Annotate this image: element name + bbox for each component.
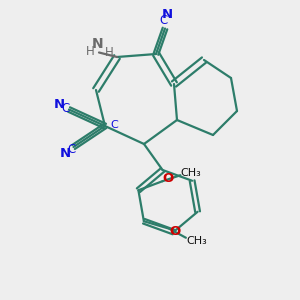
Text: N: N: [92, 38, 103, 51]
Text: N: N: [59, 147, 71, 160]
Text: N: N: [54, 98, 65, 111]
Text: O: O: [169, 225, 180, 238]
Text: H: H: [105, 46, 114, 59]
Text: H: H: [86, 44, 94, 58]
Text: CH₃: CH₃: [186, 236, 207, 246]
Text: C: C: [110, 119, 118, 130]
Text: C: C: [67, 143, 75, 156]
Text: O: O: [162, 172, 173, 185]
Text: C: C: [159, 14, 168, 27]
Text: C: C: [62, 101, 70, 115]
Text: CH₃: CH₃: [181, 168, 201, 178]
Text: N: N: [162, 8, 173, 21]
